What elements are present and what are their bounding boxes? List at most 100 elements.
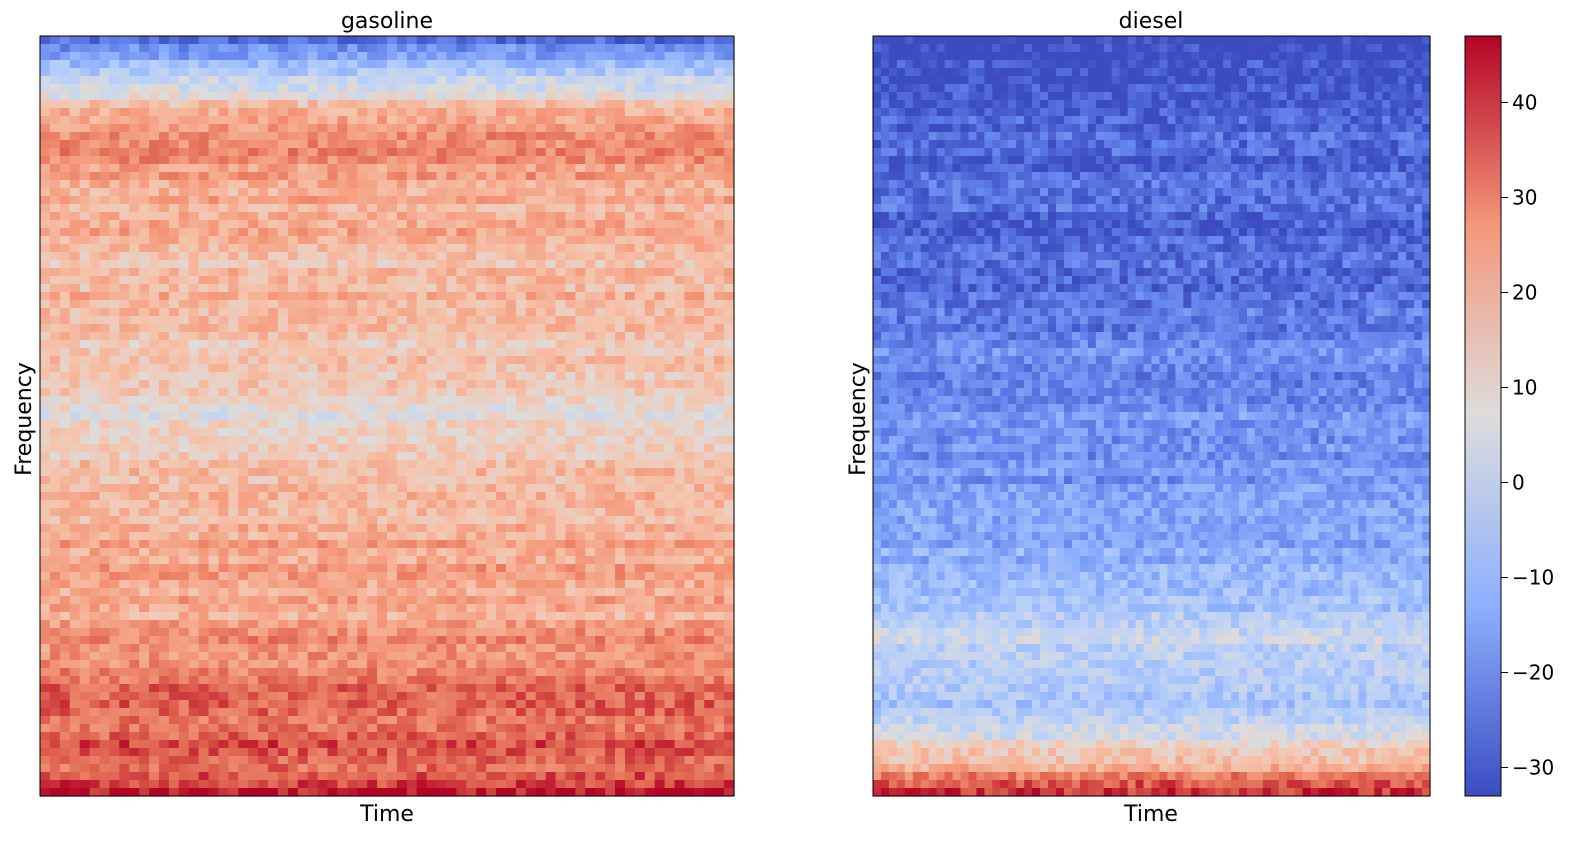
heatmap-cell bbox=[406, 244, 418, 253]
heatmap-cell bbox=[69, 44, 81, 53]
heatmap-cell bbox=[416, 116, 428, 125]
heatmap-cell bbox=[248, 420, 259, 429]
heatmap-cell bbox=[724, 436, 735, 445]
heatmap-cell bbox=[525, 76, 537, 85]
heatmap-cell bbox=[436, 572, 448, 581]
heatmap-cell bbox=[119, 532, 130, 541]
heatmap-cell bbox=[40, 348, 51, 357]
heatmap-cell bbox=[49, 420, 61, 429]
heatmap-cell bbox=[585, 212, 596, 221]
heatmap-cell bbox=[79, 588, 91, 597]
heatmap-cell bbox=[158, 388, 170, 397]
heatmap-cell bbox=[139, 268, 150, 277]
heatmap-cell bbox=[168, 236, 180, 245]
heatmap-cell bbox=[595, 204, 606, 213]
heatmap-cell bbox=[139, 476, 150, 485]
heatmap-cell bbox=[228, 220, 239, 229]
heatmap-cell bbox=[605, 292, 616, 301]
heatmap-cell bbox=[496, 100, 507, 109]
heatmap-cell bbox=[327, 76, 339, 85]
heatmap-cell bbox=[515, 460, 527, 469]
heatmap-cell bbox=[565, 508, 576, 517]
heatmap-cell bbox=[595, 316, 606, 325]
heatmap-cell bbox=[615, 100, 626, 109]
heatmap-cell bbox=[476, 132, 487, 141]
heatmap-cell bbox=[347, 476, 358, 485]
heatmap-cell bbox=[59, 108, 71, 117]
heatmap-cell bbox=[456, 596, 467, 605]
heatmap-cell bbox=[188, 468, 200, 477]
heatmap-cell bbox=[357, 572, 368, 581]
heatmap-cell bbox=[476, 484, 487, 493]
heatmap-cell bbox=[59, 604, 71, 613]
heatmap-cell bbox=[446, 148, 457, 157]
heatmap-cell bbox=[307, 348, 319, 357]
heatmap-cell bbox=[40, 124, 51, 133]
heatmap-cell bbox=[426, 44, 438, 53]
heatmap-cell bbox=[258, 420, 269, 429]
heatmap-cell bbox=[446, 108, 457, 117]
heatmap-cell bbox=[49, 476, 61, 485]
heatmap-cell bbox=[119, 564, 130, 573]
heatmap-cell bbox=[99, 404, 110, 413]
heatmap-cell bbox=[337, 212, 348, 221]
heatmap-cell bbox=[634, 36, 646, 45]
heatmap-cell bbox=[248, 164, 259, 173]
heatmap-cell bbox=[724, 244, 735, 253]
heatmap-cell bbox=[644, 316, 656, 325]
heatmap-cell bbox=[139, 44, 150, 53]
heatmap-cell bbox=[436, 516, 448, 525]
heatmap-cell bbox=[496, 236, 507, 245]
heatmap-cell bbox=[109, 412, 120, 421]
heatmap-cell bbox=[327, 516, 339, 525]
heatmap-cell bbox=[644, 236, 656, 245]
heatmap-cell bbox=[704, 276, 715, 285]
heatmap-cell bbox=[228, 604, 239, 613]
heatmap-cell bbox=[139, 540, 150, 549]
heatmap-cell bbox=[337, 468, 348, 477]
heatmap-cell bbox=[268, 500, 279, 509]
heatmap-cell bbox=[704, 332, 715, 341]
heatmap-cell bbox=[347, 148, 358, 157]
heatmap-cell bbox=[674, 84, 686, 93]
heatmap-cell bbox=[565, 436, 576, 445]
heatmap-cell bbox=[486, 484, 497, 493]
heatmap-cell bbox=[704, 292, 715, 301]
heatmap-cell bbox=[595, 300, 606, 309]
heatmap-cell bbox=[624, 468, 636, 477]
heatmap-cell bbox=[704, 268, 715, 277]
heatmap-cell bbox=[89, 76, 101, 85]
heatmap-cell bbox=[277, 284, 289, 293]
heatmap-cell bbox=[139, 420, 150, 429]
heatmap-cell bbox=[634, 204, 646, 213]
heatmap-cell bbox=[525, 564, 537, 573]
heatmap-cell bbox=[565, 444, 576, 453]
heatmap-cell bbox=[624, 308, 636, 317]
heatmap-cell bbox=[228, 452, 239, 461]
heatmap-cell bbox=[704, 76, 715, 85]
heatmap-cell bbox=[525, 572, 537, 581]
heatmap-cell bbox=[694, 460, 705, 469]
heatmap-cell bbox=[585, 100, 596, 109]
heatmap-cell bbox=[327, 316, 339, 325]
heatmap-cell bbox=[486, 516, 497, 525]
heatmap-cell bbox=[178, 300, 190, 309]
heatmap-cell bbox=[327, 204, 339, 213]
heatmap-cell bbox=[476, 428, 487, 437]
heatmap-cell bbox=[49, 228, 61, 237]
heatmap-cell bbox=[158, 396, 170, 405]
heatmap-cell bbox=[615, 468, 626, 477]
heatmap-cell bbox=[268, 220, 279, 229]
heatmap-cell bbox=[149, 300, 160, 309]
heatmap-cell bbox=[307, 84, 319, 93]
heatmap-cell bbox=[525, 260, 537, 269]
heatmap-cell bbox=[545, 596, 557, 605]
heatmap-cell bbox=[644, 300, 656, 309]
heatmap-cell bbox=[119, 116, 130, 125]
heatmap-cell bbox=[168, 404, 180, 413]
heatmap-cell bbox=[446, 124, 457, 133]
heatmap-cell bbox=[99, 244, 110, 253]
heatmap-cell bbox=[396, 380, 408, 389]
heatmap-cell bbox=[456, 36, 467, 45]
heatmap-cell bbox=[158, 460, 170, 469]
